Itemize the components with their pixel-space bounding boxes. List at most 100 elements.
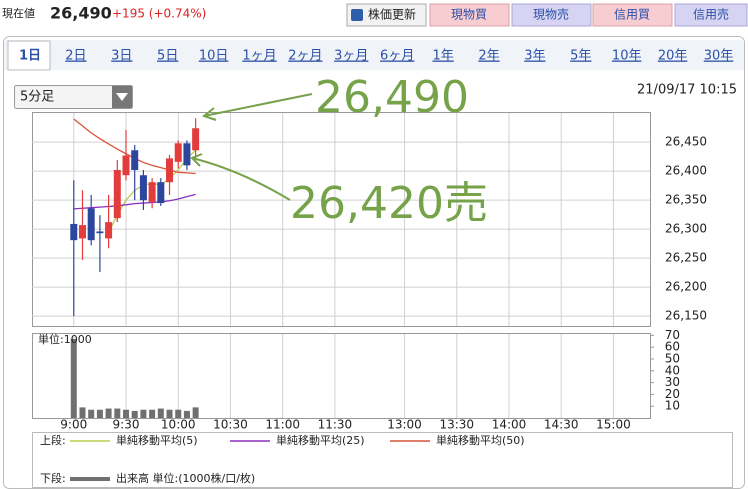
tab[interactable]: 2ヶ月	[288, 49, 322, 64]
tab[interactable]: 5年	[570, 49, 591, 64]
plots: 9:00 9:30 10:00 10:30 11:00 11:30 13:00 13:30 14…	[32, 113, 707, 432]
x-tick-label: 10:00	[161, 418, 196, 432]
volume-bar	[140, 409, 147, 418]
cash-buy-button[interactable]	[429, 3, 510, 27]
y-tick-label: 26,400	[665, 164, 707, 178]
tab[interactable]: 6ヶ月	[380, 49, 414, 64]
volume-bar	[192, 407, 199, 418]
price-label: 現在値	[2, 7, 35, 20]
x-tick-label: 15:00	[596, 418, 631, 432]
price-plot-frame	[32, 112, 651, 327]
tab[interactable]: 3ヶ月	[334, 49, 368, 64]
y-tick-label: 26,450	[665, 135, 707, 149]
volume-bar	[183, 410, 190, 418]
button-label[interactable]: 信用売	[693, 7, 729, 22]
x-tick-label: 11:30	[318, 418, 353, 432]
volume-bar	[79, 407, 86, 418]
button-label[interactable]: 信用買	[614, 8, 650, 22]
x-tick-label: 9:00	[60, 418, 87, 432]
y-tick-label: 50	[665, 351, 680, 365]
legend-label: 単純移動平均(50)	[436, 433, 525, 447]
candle-body	[105, 222, 113, 239]
candle-body	[192, 128, 200, 151]
candle-body	[183, 143, 191, 166]
margin-sell-button[interactable]	[674, 3, 748, 27]
tab[interactable]: 1ヶ月	[242, 49, 276, 64]
legend-lower: 下段:	[40, 471, 66, 485]
volume-bar	[175, 409, 182, 418]
tab[interactable]: 1年	[432, 49, 453, 64]
volume-bar	[131, 410, 138, 418]
tab[interactable]: 30年	[704, 49, 734, 64]
cash-sell-button[interactable]	[511, 3, 592, 27]
candle-body	[139, 175, 147, 201]
tab[interactable]: 10年	[612, 49, 642, 64]
refresh-icon	[351, 9, 363, 21]
y-tick-label: 70	[665, 328, 680, 342]
tab[interactable]: 20年	[658, 49, 688, 64]
tab[interactable]: 1日	[19, 49, 41, 64]
volume-bar	[96, 409, 103, 418]
volume-unit: 単位:1000	[38, 332, 92, 346]
y-tick-label: 20	[665, 387, 680, 401]
candle-body	[87, 208, 95, 241]
button-bar: 株価更新 現物買 現物売 信用買 信用売	[346, 3, 748, 27]
legend-label: 出来高 単位:(1000株/口/枚)	[116, 471, 255, 485]
x-tick-label: 11:00	[265, 418, 300, 432]
button-label[interactable]: 現物売	[533, 7, 569, 22]
candle-body	[122, 155, 130, 176]
legend-box	[32, 432, 733, 488]
tab[interactable]: 10日	[199, 49, 229, 64]
margin-buy-button[interactable]	[592, 3, 673, 27]
y-tick-label: 10	[665, 399, 680, 413]
button-label[interactable]: 現物買	[451, 8, 487, 22]
tab[interactable]: 2日	[65, 49, 86, 64]
tab[interactable]: 3年	[524, 49, 545, 64]
volume-bar	[123, 409, 130, 418]
interval-label[interactable]: 5分足	[20, 90, 54, 105]
legend-label: 単純移動平均(5)	[116, 433, 198, 447]
moving-average-line	[73, 193, 196, 210]
volume-bar	[105, 408, 112, 418]
y-tick-label: 26,150	[665, 309, 707, 323]
tab-selected	[7, 40, 51, 71]
volume-bar	[70, 338, 77, 418]
tab-list: 1日 2日 3日 5日 10日 1ヶ月 2ヶ月 3ヶ月 6ヶ月 1年 2年 3年 5年 10年 20年 30年	[7, 40, 734, 71]
price-change: +195 (+0.74%)	[112, 7, 206, 21]
y-tick-label: 26,350	[665, 193, 707, 207]
y-tick-label: 30	[665, 375, 680, 389]
refresh-button[interactable]	[346, 3, 427, 27]
volume-bar	[114, 408, 121, 418]
tab[interactable]: 2年	[478, 49, 499, 64]
annotation: 26,420売	[290, 178, 488, 229]
volume-bar	[157, 408, 164, 418]
tab[interactable]: 5日	[157, 49, 178, 64]
current-price: 26,490	[50, 4, 112, 23]
annotation: 26,490	[315, 72, 469, 123]
legend-upper: 上段:	[40, 433, 66, 447]
x-tick-label: 14:30	[544, 418, 579, 432]
volume-plot-frame	[32, 333, 651, 419]
candle-body	[96, 231, 104, 234]
x-tick-label: 14:00	[492, 418, 527, 432]
y-tick-label: 26,250	[665, 251, 707, 265]
volume-bar	[149, 409, 156, 418]
timestamp: 21/09/17 10:15	[637, 83, 737, 98]
button-label[interactable]: 株価更新	[368, 7, 416, 22]
x-tick-label: 13:30	[439, 418, 474, 432]
tab[interactable]: 3日	[111, 49, 132, 64]
volume-bar	[88, 409, 95, 418]
dropdown-arrow	[116, 93, 128, 101]
candle-body	[157, 182, 165, 204]
y-tick-label: 26,200	[665, 280, 707, 294]
annotation-arrow	[190, 153, 291, 201]
annotation-arrow	[201, 93, 313, 121]
candle-body	[174, 143, 182, 162]
interval-dropdown[interactable]	[14, 85, 133, 109]
x-tick-label: 9:30	[113, 418, 140, 432]
y-tick-label: 60	[665, 340, 680, 354]
y-tick-label: 40	[665, 363, 680, 377]
candle-body	[148, 182, 156, 202]
x-tick-label: 13:00	[387, 418, 422, 432]
